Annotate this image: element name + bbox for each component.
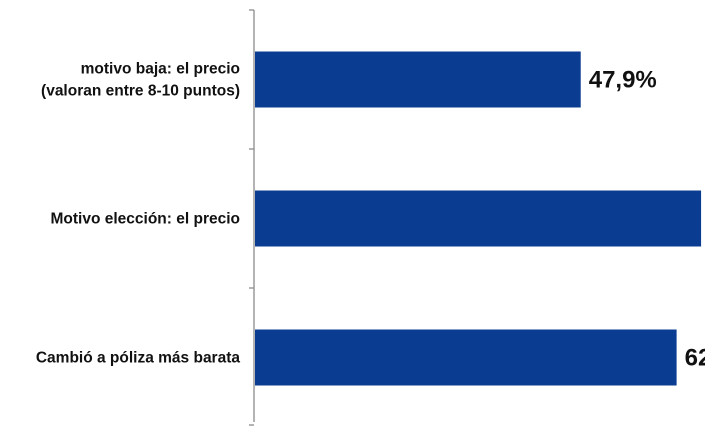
bars-layer (255, 51, 702, 386)
category-labels: motivo baja: el precio (valoran entre 8-1… (36, 61, 241, 367)
category-label: Cambió a póliza más barata (36, 350, 241, 367)
category-label: (valoran entre 8-10 puntos) (41, 83, 240, 100)
category-label: Motivo elección: el precio (51, 211, 241, 228)
category-label: motivo baja: el precio (81, 61, 240, 78)
bar (255, 51, 581, 108)
value-label: 47,9% (589, 67, 657, 94)
category-axis (249, 9, 255, 426)
value-label: 62% (685, 345, 705, 372)
bar (255, 190, 702, 247)
bar (255, 329, 677, 386)
value-labels: 47,9%65,6%62% (589, 67, 705, 372)
